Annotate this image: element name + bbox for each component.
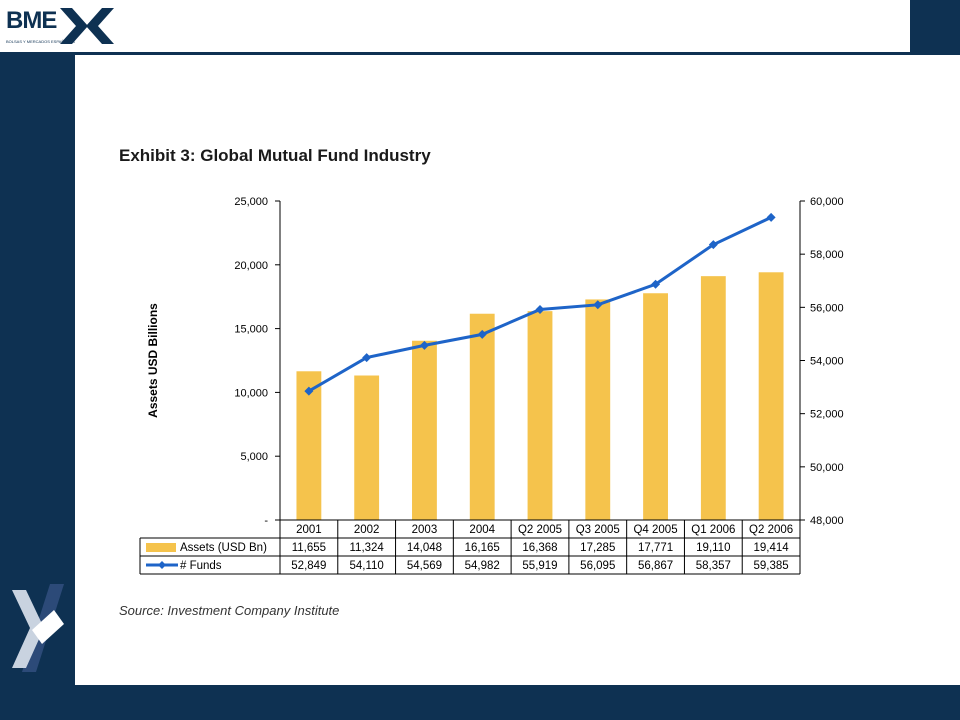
funds-point-2 [419,340,429,350]
left-tick-label-0: - [264,515,268,527]
line-value-label-7: 58,357 [696,560,731,572]
bar-value-label-1: 11,324 [350,542,385,554]
legend-bar-label: Assets (USD Bn) [180,542,267,554]
bar-value-label-2: 14,048 [407,542,442,554]
legend-bar-swatch [146,543,176,552]
bar-2 [412,340,437,520]
category-label-4: Q2 2005 [518,524,562,536]
right-tick-label-5: 58,000 [810,249,844,261]
header-corner-block [910,0,960,52]
bar-8 [758,272,784,520]
bar-value-label-0: 11,655 [292,542,326,554]
category-label-3: 2004 [469,524,495,536]
line-value-label-3: 54,982 [465,560,500,572]
category-label-8: Q2 2006 [749,524,793,536]
right-tick-label-2: 52,000 [810,409,844,421]
line-value-label-2: 54,569 [407,560,442,572]
logo-x-icon [60,8,114,44]
left-tick-label-5: 25,000 [234,196,268,208]
funds-point-7 [708,240,718,250]
bar-5 [585,299,611,520]
category-label-5: Q3 2005 [576,524,620,536]
category-label-0: 2001 [296,524,322,536]
left-tick-label-3: 15,000 [234,324,268,336]
bar-value-label-4: 16,368 [522,542,557,554]
bar-6 [643,293,668,520]
left-band [0,55,75,720]
line-value-label-4: 55,919 [522,560,557,572]
funds-point-5 [593,300,603,310]
right-tick-label-6: 60,000 [810,196,844,208]
left-tick-label-4: 20,000 [234,260,268,272]
source-note: Source: Investment Company Institute [119,603,340,618]
funds-point-6 [651,279,661,289]
bar-value-label-5: 17,285 [580,542,615,554]
bar-value-label-6: 17,771 [638,542,673,554]
bar-1 [354,375,380,520]
category-label-2: 2003 [412,524,438,536]
line-value-label-8: 59,385 [754,560,789,572]
footer-band [75,685,960,720]
bar-4 [527,311,553,520]
bar-value-label-7: 19,110 [696,542,730,554]
right-tick-label-3: 54,000 [810,356,844,368]
right-tick-label-4: 56,000 [810,302,844,314]
left-tick-label-2: 10,000 [234,387,268,399]
category-label-1: 2002 [354,524,380,536]
line-value-label-6: 56,867 [638,560,673,572]
bar-value-label-8: 19,414 [754,542,790,554]
funds-point-8 [766,212,776,222]
category-label-6: Q4 2005 [633,524,677,536]
funds-point-3 [477,329,487,339]
funds-point-4 [535,304,545,314]
bar-0 [296,371,322,520]
bar-value-label-3: 16,165 [465,542,500,554]
left-tick-label-1: 5,000 [240,451,268,463]
mutual-fund-chart: - 5,000 10,000 15,000 20,000 25,000 48,000 50,0… [139,196,844,575]
bme-logo: BME BOLSAS Y MERCADOS ESPAÑOLES [6,4,118,48]
category-label-7: Q1 2006 [691,524,735,536]
line-value-label-5: 56,095 [580,560,615,572]
bar-7 [700,276,726,520]
line-value-label-0: 52,849 [291,560,326,572]
line-value-label-1: 54,110 [350,560,384,572]
bar-3 [469,313,495,520]
right-tick-label-0: 48,000 [810,515,844,527]
header-rule [0,52,960,55]
right-tick-label-1: 50,000 [810,462,844,474]
legend-line-marker [158,561,166,569]
legend-line-label: # Funds [180,560,222,572]
logo-subtitle: BOLSAS Y MERCADOS ESPAÑOLES [6,39,75,44]
logo-text: BME [6,7,57,34]
side-x-icon [12,584,64,672]
funds-point-1 [362,353,372,363]
exhibit-title: Exhibit 3: Global Mutual Fund Industry [119,146,431,165]
funds-point-0 [304,386,314,396]
y-left-title: Assets USD Billions [146,303,160,418]
